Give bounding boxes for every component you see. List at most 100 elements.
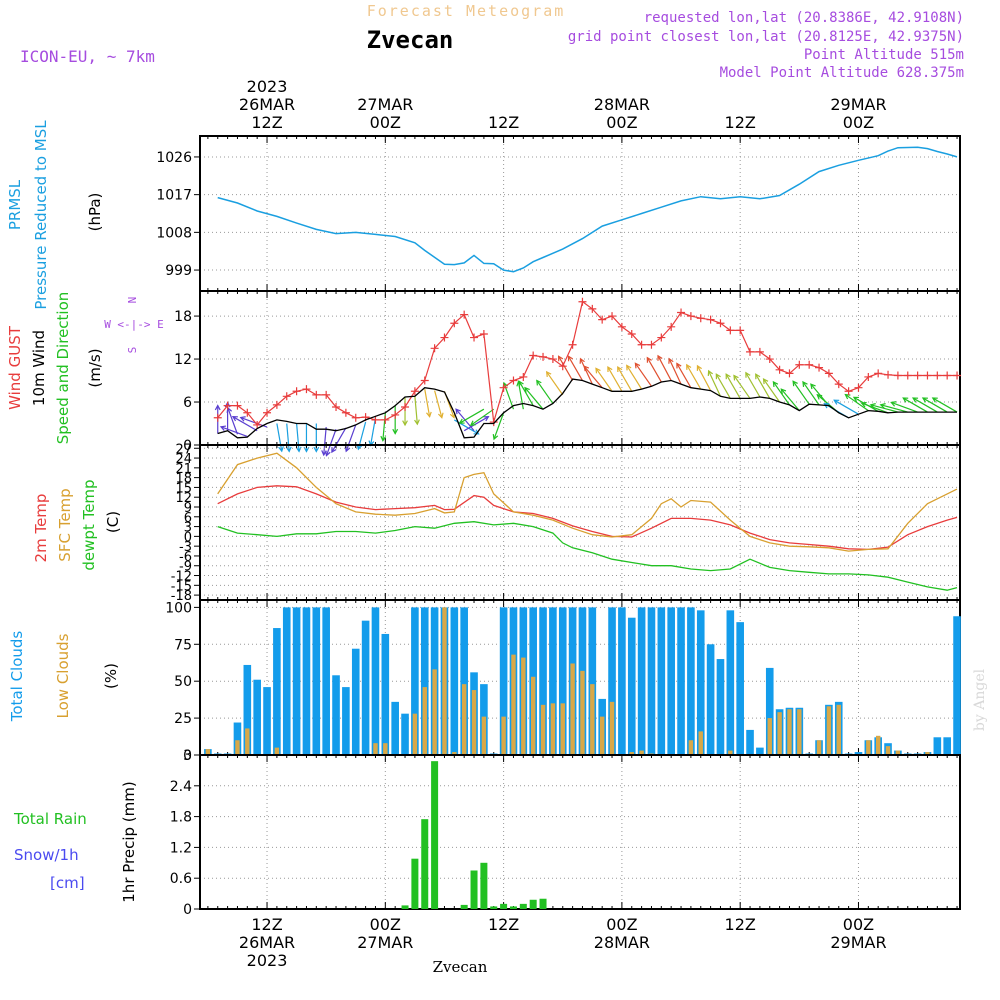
- low-cloud-bar: [412, 713, 418, 755]
- wind-arrow-head: [762, 378, 769, 385]
- total-cloud-bar: [696, 610, 705, 755]
- low-cloud-bar: [560, 703, 565, 755]
- gust-marker: [371, 415, 380, 424]
- wind-arrow-head: [524, 386, 530, 393]
- y-tick-label: 15: [175, 481, 192, 496]
- panel-frame: [199, 135, 961, 292]
- gust-marker: [401, 403, 410, 412]
- wind-arrow: [558, 355, 574, 381]
- rain-bar: [470, 870, 478, 909]
- total-cloud-bar: [273, 628, 281, 755]
- low-cloud-bar: [836, 704, 841, 755]
- low-cloud-bar: [875, 735, 881, 755]
- wind-arrow-head: [931, 397, 938, 403]
- total-cloud-bar: [647, 607, 656, 755]
- gust-marker: [923, 371, 932, 380]
- wind-arrow-head: [745, 371, 751, 378]
- y-tick-label: 12: [175, 491, 192, 506]
- top-time-label: 12Z: [251, 113, 282, 132]
- y-axis-labels: PRMSL Pressure Reduced to MSL (hPa) Wind GU…: [6, 120, 164, 903]
- gust-marker: [312, 390, 321, 399]
- gust-marker: [815, 363, 824, 372]
- gust-marker: [893, 371, 902, 380]
- wind-arrow: [802, 381, 820, 406]
- pressure-label-1: PRMSL: [6, 179, 24, 230]
- gust-marker: [578, 297, 587, 306]
- model-name: ICON-EU, ~ 7km: [20, 47, 155, 66]
- wind-arrow-head: [780, 388, 787, 395]
- low-cloud-bar: [629, 752, 634, 755]
- wind-arrow-head: [437, 412, 444, 419]
- wind-arrow: [220, 426, 248, 437]
- total-cloud-bar: [282, 607, 291, 755]
- wind-arrow-head: [646, 356, 652, 363]
- gust-marker: [677, 308, 686, 317]
- pressure-label-2: Pressure Reduced to MSL: [32, 120, 50, 310]
- wind-arrow-head: [715, 373, 721, 380]
- gust-marker: [834, 380, 843, 389]
- total-cloud-bar: [687, 607, 695, 755]
- total-cloud-bar: [637, 607, 646, 755]
- cloud-unit: (%): [102, 663, 120, 689]
- wind-arrow-head: [567, 355, 574, 362]
- gust-marker: [341, 408, 350, 417]
- wind-arrow: [755, 373, 771, 399]
- top-time-label: 29MAR: [830, 95, 886, 114]
- total-clouds-label: Total Clouds: [8, 631, 26, 723]
- wind-arrow: [227, 407, 239, 435]
- total-cloud-bar: [401, 713, 409, 755]
- gust-marker: [479, 329, 488, 338]
- wind-unit: (m/s): [86, 348, 104, 387]
- total-cloud-bar: [736, 622, 744, 755]
- wind-arrow: [845, 394, 869, 412]
- y-tick-label: 1.8: [170, 810, 192, 826]
- low-cloud-bar: [639, 750, 644, 755]
- sfc-temp-line: [217, 452, 958, 552]
- wind-arrow-head: [492, 434, 499, 441]
- y-tick-label: -15: [171, 579, 192, 594]
- low-cloud-bar: [826, 706, 832, 755]
- y-tick-label: 0: [184, 530, 192, 545]
- bottom-time-label: 26MAR: [239, 933, 295, 952]
- y-tick-label: 27: [175, 442, 192, 457]
- low-cloud-bar: [728, 750, 733, 755]
- wind-arrow-head: [755, 373, 761, 380]
- y-tick-label: -9: [179, 560, 192, 575]
- gust-marker: [322, 390, 331, 399]
- temp-unit: (C): [104, 511, 122, 533]
- rain-bar: [411, 858, 419, 909]
- gust-marker: [874, 369, 883, 378]
- y-tick-label: 0: [183, 902, 192, 918]
- rain-bar: [539, 898, 547, 909]
- wind-arrow: [434, 390, 443, 418]
- wind-arrow-head: [545, 370, 552, 377]
- wind-arrow: [524, 387, 544, 410]
- wind-arrow-head: [657, 354, 663, 361]
- wind-arrow: [463, 416, 489, 432]
- y-tick-label: 6: [184, 511, 192, 526]
- t2m-label: 2m Temp: [32, 494, 50, 563]
- wind-arrow: [607, 366, 623, 392]
- wind-arrow: [657, 355, 672, 381]
- requested-coords: requested lon,lat (20.8386E, 42.9108N): [644, 10, 964, 26]
- total-cloud-bar: [558, 607, 567, 755]
- wind-arrow-head: [325, 450, 331, 457]
- wind-arrow-head: [686, 363, 692, 370]
- y-tick-label: 100: [165, 600, 192, 616]
- wind-arrow-head: [676, 362, 682, 369]
- gust-marker: [824, 369, 833, 378]
- wind-arrow-head: [921, 397, 928, 403]
- total-cloud-bar: [953, 616, 961, 755]
- bottom-time-label: 12Z: [725, 915, 756, 934]
- gust-marker: [775, 365, 784, 374]
- low-cloud-bar: [530, 676, 536, 755]
- low-cloud-bar: [925, 752, 930, 755]
- low-cloud-bar: [570, 663, 575, 755]
- wind-arrow-head: [823, 403, 830, 409]
- gust-marker: [726, 326, 735, 335]
- wind-arrow: [414, 396, 418, 425]
- wind-arrow-head: [392, 428, 399, 435]
- top-time-label: 27MAR: [357, 95, 413, 114]
- total-cloud-bar: [361, 620, 370, 755]
